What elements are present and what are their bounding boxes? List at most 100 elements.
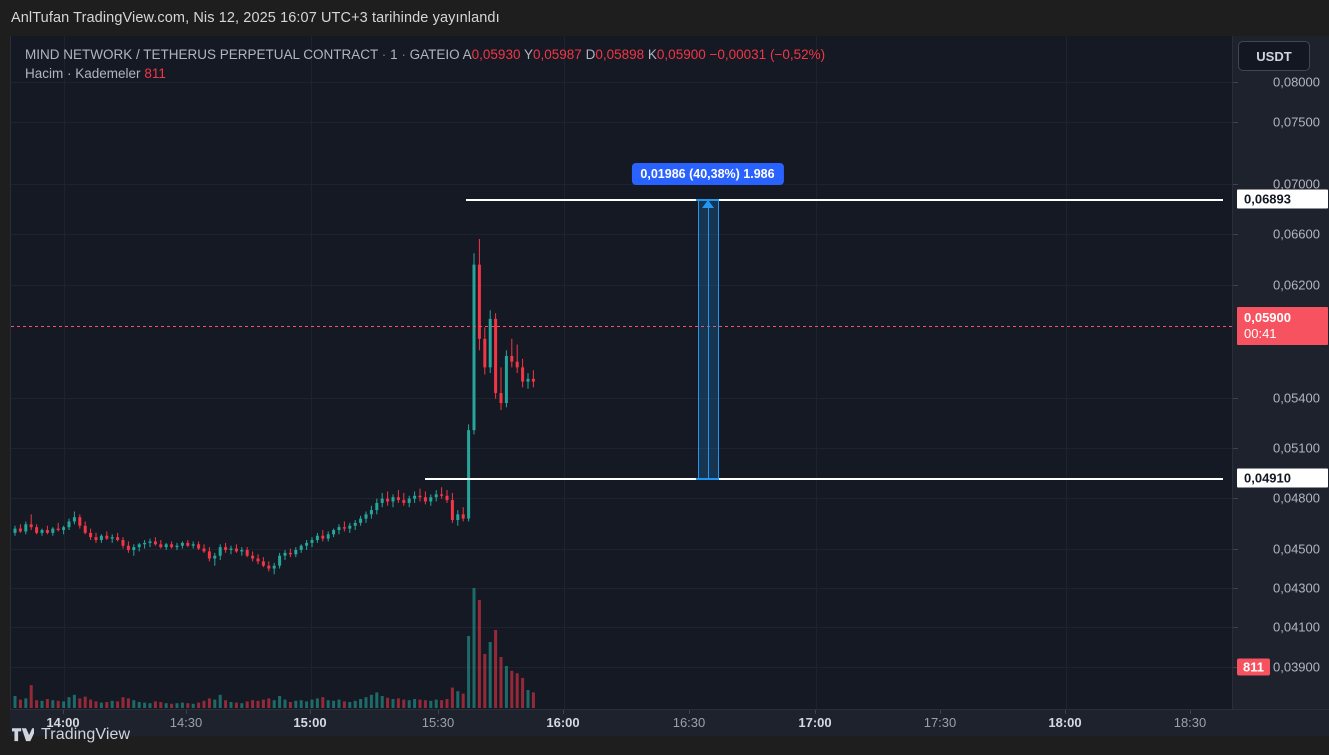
time-axis-tick <box>689 710 690 714</box>
gridline-vertical <box>64 36 65 709</box>
legend-change-percent: (−0,52%) <box>769 47 826 62</box>
legend-change-absolute: −0,00031 <box>709 47 767 62</box>
legend-exchange: GATEIO <box>409 47 460 62</box>
time-axis-label: 18:30 <box>1173 715 1207 730</box>
price-axis-tick <box>1233 234 1238 235</box>
price-axis-tick <box>1233 549 1238 550</box>
tradingview-wordmark: TradingView <box>41 726 131 743</box>
price-axis-label: 0,05100 <box>1273 440 1320 456</box>
gridline-horizontal <box>11 667 1233 668</box>
legend-close-value: 0,05900 <box>656 47 706 62</box>
support-ray[interactable] <box>425 478 1223 480</box>
gridline-horizontal <box>11 398 1233 399</box>
time-axis-tick <box>1065 710 1066 714</box>
legend-high-label: Y <box>523 47 533 62</box>
legend-interval[interactable]: 1 <box>390 47 398 62</box>
legend-main-row: MIND NETWORK / TETHERUS PERPETUAL CONTRA… <box>25 45 825 64</box>
price-axis-label: 0,06200 <box>1273 277 1320 293</box>
gridline-horizontal <box>11 82 1233 83</box>
price-axis-tick <box>1233 588 1238 589</box>
price-axis-tick <box>1233 122 1238 123</box>
tradingview-logo-icon <box>12 728 34 742</box>
time-axis-label: 15:00 <box>293 715 327 730</box>
price-axis[interactable]: 0,08000 0,07500 0,07000 0,06600 0,06200 0,054… <box>1232 36 1329 709</box>
legend-open-value: 0,05930 <box>471 47 521 62</box>
time-axis-tick <box>815 710 816 714</box>
price-axis-tick <box>1233 498 1238 499</box>
price-axis-tick <box>1233 627 1238 628</box>
time-axis-tick <box>63 710 64 714</box>
gridline-horizontal <box>11 184 1233 185</box>
publish-caption: AnlTufan TradingView.com, Nis 12, 2025 1… <box>11 10 500 26</box>
gridline-horizontal <box>11 498 1233 499</box>
time-axis-label: 16:30 <box>672 715 706 730</box>
gridline-horizontal <box>11 588 1233 589</box>
legend-volume-value: 811 <box>144 66 166 81</box>
legend-separator-1: · <box>381 47 387 62</box>
measurement-band[interactable] <box>698 199 719 478</box>
price-axis-tick <box>1233 398 1238 399</box>
footer-branding: TradingView <box>12 726 130 744</box>
time-axis-tick <box>310 710 311 714</box>
currency-badge[interactable]: USDT <box>1238 41 1310 71</box>
time-axis-tick <box>1190 710 1191 714</box>
chart-pane[interactable]: 0,01986 (40,38%) 1.986 MIND NETWORK / TE… <box>10 36 1233 709</box>
measurement-bottom-cap <box>696 478 719 480</box>
gridline-horizontal <box>11 627 1233 628</box>
price-axis-tick <box>1233 82 1238 83</box>
legend-volume-title[interactable]: Hacim · Kademeler <box>25 66 141 81</box>
time-axis-label: 14:00 <box>46 715 80 730</box>
price-axis-label: 0,06600 <box>1273 226 1320 242</box>
time-axis-label: 17:30 <box>923 715 957 730</box>
time-axis-label: 14:30 <box>169 715 203 730</box>
price-axis-label: 0,04100 <box>1273 619 1320 635</box>
time-axis-tick <box>940 710 941 714</box>
price-axis-label: 0,07500 <box>1273 114 1320 130</box>
price-axis-label: 0,08000 <box>1273 74 1320 90</box>
price-axis-tick <box>1233 184 1238 185</box>
price-axis-tick <box>1233 667 1238 668</box>
price-axis-tick <box>1233 448 1238 449</box>
legend-separator-2: · <box>401 47 406 62</box>
price-axis-label: 0,04300 <box>1273 580 1320 596</box>
legend-ohlc-group: A0,05930 Y0,05987 D0,05898 K0,05900 <box>463 47 710 62</box>
price-axis-label: 0,04800 <box>1273 490 1320 506</box>
price-and-volume-series <box>13 238 535 708</box>
resistance-ray-price-badge[interactable]: 0,06893 <box>1237 189 1328 209</box>
last-price-line <box>11 326 1233 327</box>
volume-axis-badge[interactable]: 811 <box>1237 658 1270 676</box>
support-ray-price-badge[interactable]: 0,04910 <box>1237 468 1328 488</box>
resistance-ray[interactable] <box>466 199 1223 201</box>
legend-low-label: D <box>585 47 596 62</box>
gridline-vertical <box>564 36 565 709</box>
legend-high-value: 0,05987 <box>533 47 582 62</box>
gridline-vertical <box>311 36 312 709</box>
gridline-horizontal <box>11 285 1233 286</box>
gridline-horizontal <box>11 234 1233 235</box>
legend-low-value: 0,05898 <box>595 47 645 62</box>
time-axis-label: 16:00 <box>546 715 580 730</box>
time-axis-tick <box>438 710 439 714</box>
legend-open-label: A <box>462 47 472 62</box>
price-axis-label: 0,03900 <box>1273 659 1320 675</box>
time-axis-label: 15:30 <box>421 715 455 730</box>
chart-legend: MIND NETWORK / TETHERUS PERPETUAL CONTRA… <box>25 45 825 83</box>
time-axis[interactable]: 14:00 14:30 15:00 15:30 16:00 16:30 17:00 17:30… <box>10 709 1329 736</box>
gridline-horizontal <box>11 549 1233 550</box>
gridline-horizontal <box>11 122 1233 123</box>
time-axis-tick <box>186 710 187 714</box>
gridline-vertical <box>1066 36 1067 709</box>
measurement-centerline <box>707 199 709 478</box>
time-axis-label: 17:00 <box>798 715 832 730</box>
legend-close-label: K <box>647 47 657 62</box>
legend-symbol[interactable]: MIND NETWORK / TETHERUS PERPETUAL CONTRA… <box>25 47 379 62</box>
price-axis-label: 0,04500 <box>1273 541 1320 557</box>
bar-countdown: 00:41 <box>1244 326 1277 341</box>
last-price-badge[interactable]: 0,05900 00:41 <box>1237 307 1328 345</box>
gridline-vertical <box>816 36 817 709</box>
legend-volume-row: Hacim · Kademeler 811 <box>25 64 825 83</box>
time-axis-label: 18:00 <box>1048 715 1082 730</box>
price-axis-label: 0,05400 <box>1273 390 1320 406</box>
price-axis-label: 0,07000 <box>1273 176 1320 192</box>
price-axis-tick <box>1233 285 1238 286</box>
